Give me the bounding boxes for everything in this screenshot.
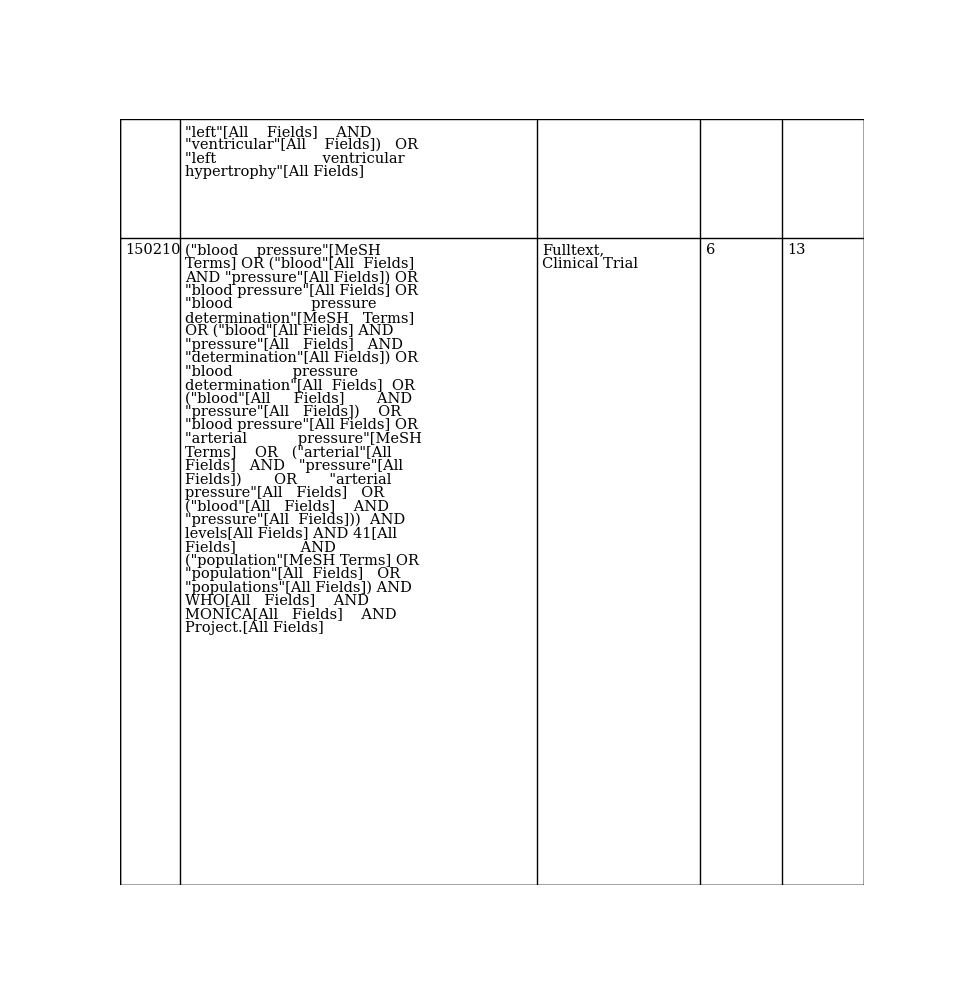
- Text: determination"[MeSH   Terms]: determination"[MeSH Terms]: [184, 311, 414, 325]
- Text: "ventricular"[All    Fields])   OR: "ventricular"[All Fields]) OR: [184, 138, 418, 152]
- Text: "left"[All    Fields]    AND: "left"[All Fields] AND: [184, 124, 372, 138]
- Text: Fields])       OR       "arterial: Fields]) OR "arterial: [184, 472, 391, 486]
- Text: AND "pressure"[All Fields]) OR: AND "pressure"[All Fields]) OR: [184, 270, 418, 284]
- Text: ("blood"[All     Fields]       AND: ("blood"[All Fields] AND: [184, 392, 412, 406]
- Text: Fields]              AND: Fields] AND: [184, 540, 336, 554]
- Text: hypertrophy"[All Fields]: hypertrophy"[All Fields]: [184, 165, 364, 179]
- Text: "population"[All  Fields]   OR: "population"[All Fields] OR: [184, 567, 400, 580]
- Text: "blood                 pressure: "blood pressure: [184, 297, 376, 311]
- Text: Fulltext,: Fulltext,: [541, 244, 604, 257]
- Text: 150210: 150210: [125, 244, 180, 257]
- Text: Terms] OR ("blood"[All  Fields]: Terms] OR ("blood"[All Fields]: [184, 256, 414, 270]
- Text: "pressure"[All   Fields])    OR: "pressure"[All Fields]) OR: [184, 405, 401, 419]
- Text: "pressure"[All   Fields]   AND: "pressure"[All Fields] AND: [184, 338, 403, 352]
- Text: 6: 6: [706, 244, 715, 257]
- Text: 13: 13: [787, 244, 805, 257]
- Text: levels[All Fields] AND 41[All: levels[All Fields] AND 41[All: [184, 526, 396, 541]
- Text: "blood pressure"[All Fields] OR: "blood pressure"[All Fields] OR: [184, 283, 418, 297]
- Text: "pressure"[All  Fields]))  AND: "pressure"[All Fields])) AND: [184, 513, 405, 527]
- Text: ("population"[MeSH Terms] OR: ("population"[MeSH Terms] OR: [184, 554, 419, 568]
- Text: Clinical Trial: Clinical Trial: [541, 256, 637, 270]
- Text: Terms]    OR   ("arterial"[All: Terms] OR ("arterial"[All: [184, 445, 392, 459]
- Text: determination"[All  Fields]  OR: determination"[All Fields] OR: [184, 378, 415, 392]
- Text: pressure"[All   Fields]   OR: pressure"[All Fields] OR: [184, 486, 384, 500]
- Text: "left                       ventricular: "left ventricular: [184, 152, 404, 166]
- Text: ("blood    pressure"[MeSH: ("blood pressure"[MeSH: [184, 244, 380, 257]
- Text: OR ("blood"[All Fields] AND: OR ("blood"[All Fields] AND: [184, 324, 394, 338]
- Text: "blood pressure"[All Fields] OR: "blood pressure"[All Fields] OR: [184, 418, 418, 432]
- Text: Project.[All Fields]: Project.[All Fields]: [184, 620, 324, 634]
- Text: "populations"[All Fields]) AND: "populations"[All Fields]) AND: [184, 580, 412, 594]
- Text: "determination"[All Fields]) OR: "determination"[All Fields]) OR: [184, 351, 418, 365]
- Text: MONICA[All   Fields]    AND: MONICA[All Fields] AND: [184, 607, 396, 621]
- Text: "blood             pressure: "blood pressure: [184, 365, 358, 379]
- Text: ("blood"[All   Fields]    AND: ("blood"[All Fields] AND: [184, 499, 389, 513]
- Text: WHO[All   Fields]    AND: WHO[All Fields] AND: [184, 593, 369, 607]
- Text: Fields]   AND   "pressure"[All: Fields] AND "pressure"[All: [184, 459, 403, 473]
- Text: "arterial           pressure"[MeSH: "arterial pressure"[MeSH: [184, 432, 421, 446]
